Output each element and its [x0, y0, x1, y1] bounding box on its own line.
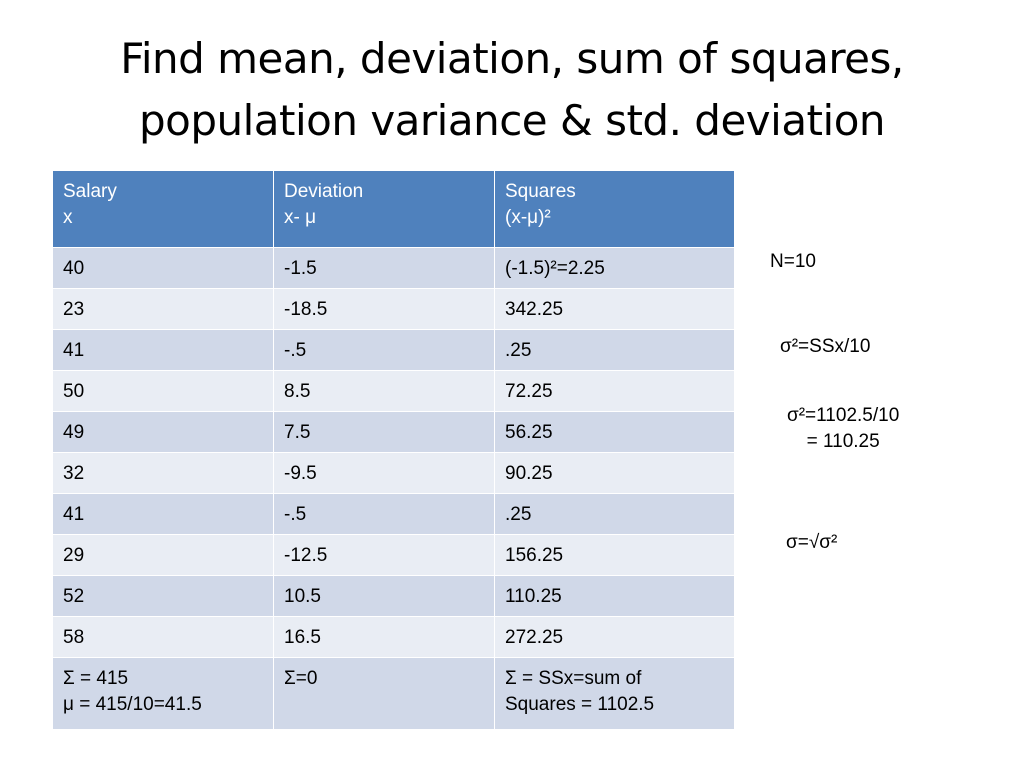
table-row: 50 8.5 72.25 — [52, 370, 735, 412]
salary-cell: 32 — [52, 452, 274, 494]
salary-cell: 29 — [52, 534, 274, 576]
square-cell: 90.25 — [494, 452, 735, 494]
table-row: 41 -.5 .25 — [52, 329, 735, 371]
squares-sum-line-1: Σ = SSx=sum of — [505, 668, 642, 689]
header-salary-label: Salary — [63, 181, 117, 202]
table-row: 49 7.5 56.25 — [52, 411, 735, 453]
sample-size-note: N=10 — [770, 251, 816, 272]
header-squares-label: Squares — [505, 181, 576, 202]
header-deviation-formula: x- μ — [284, 207, 317, 228]
deviation-total-cell: Σ=0 — [273, 657, 495, 730]
deviation-sum: Σ=0 — [284, 668, 318, 689]
squares-total-cell: Σ = SSx=sum of Squares = 1102.5 — [494, 657, 735, 730]
variance-calculation-line-1: σ²=1102.5/10 — [787, 405, 900, 426]
salary-cell: 40 — [52, 247, 274, 289]
variance-calculation-line-2: = 110.25 — [806, 431, 880, 452]
deviation-cell: -18.5 — [273, 288, 495, 330]
variance-formula-note: σ²=SSx/10 — [780, 336, 871, 357]
header-deviation: Deviation x- μ — [273, 170, 495, 248]
deviation-cell: 8.5 — [273, 370, 495, 412]
table-row: 58 16.5 272.25 — [52, 616, 735, 658]
square-cell: 72.25 — [494, 370, 735, 412]
salary-mean: μ = 415/10=41.5 — [63, 694, 202, 715]
deviation-cell: 16.5 — [273, 616, 495, 658]
totals-row: Σ = 415 μ = 415/10=41.5 Σ=0 Σ = SSx=sum … — [52, 657, 735, 730]
header-salary: Salary x — [52, 170, 274, 248]
table-row: 52 10.5 110.25 — [52, 575, 735, 617]
header-salary-symbol: x — [63, 207, 73, 228]
squares-sum-line-2: Squares = 1102.5 — [505, 694, 655, 715]
statistics-table: Salary x Deviation x- μ Squares (x-μ)² 4… — [52, 170, 735, 730]
table-row: 41 -.5 .25 — [52, 493, 735, 535]
salary-sum: Σ = 415 — [63, 668, 129, 689]
square-cell: 56.25 — [494, 411, 735, 453]
deviation-cell: -.5 — [273, 329, 495, 371]
salary-cell: 50 — [52, 370, 274, 412]
salary-cell: 23 — [52, 288, 274, 330]
header-squares-formula: (x-μ)² — [505, 207, 551, 228]
salary-cell: 41 — [52, 493, 274, 535]
variance-calculation-note: σ²=1102.5/10 = 110.25 — [787, 403, 899, 455]
table-row: 23 -18.5 342.25 — [52, 288, 735, 330]
deviation-cell: 10.5 — [273, 575, 495, 617]
square-cell: 110.25 — [494, 575, 735, 617]
header-squares: Squares (x-μ)² — [494, 170, 735, 248]
table-row: 32 -9.5 90.25 — [52, 452, 735, 494]
table-row: 29 -12.5 156.25 — [52, 534, 735, 576]
salary-cell: 52 — [52, 575, 274, 617]
square-cell: 156.25 — [494, 534, 735, 576]
title-line-2: population variance & std. deviation — [138, 96, 886, 145]
slide-title: Find mean, deviation, sum of squares, po… — [0, 28, 1024, 152]
deviation-cell: 7.5 — [273, 411, 495, 453]
deviation-cell: -9.5 — [273, 452, 495, 494]
square-cell: .25 — [494, 493, 735, 535]
salary-cell: 49 — [52, 411, 274, 453]
table-header-row: Salary x Deviation x- μ Squares (x-μ)² — [52, 170, 735, 248]
deviation-cell: -.5 — [273, 493, 495, 535]
square-cell: .25 — [494, 329, 735, 371]
table-row: 40 -1.5 (-1.5)²=2.25 — [52, 247, 735, 289]
square-cell: 272.25 — [494, 616, 735, 658]
deviation-cell: -1.5 — [273, 247, 495, 289]
square-cell: 342.25 — [494, 288, 735, 330]
salary-cell: 41 — [52, 329, 274, 371]
std-deviation-note: σ=√σ² — [786, 532, 838, 553]
salary-total-cell: Σ = 415 μ = 415/10=41.5 — [52, 657, 274, 730]
title-line-1: Find mean, deviation, sum of squares, — [120, 34, 904, 83]
square-cell: (-1.5)²=2.25 — [494, 247, 735, 289]
salary-cell: 58 — [52, 616, 274, 658]
header-deviation-label: Deviation — [284, 181, 364, 202]
deviation-cell: -12.5 — [273, 534, 495, 576]
